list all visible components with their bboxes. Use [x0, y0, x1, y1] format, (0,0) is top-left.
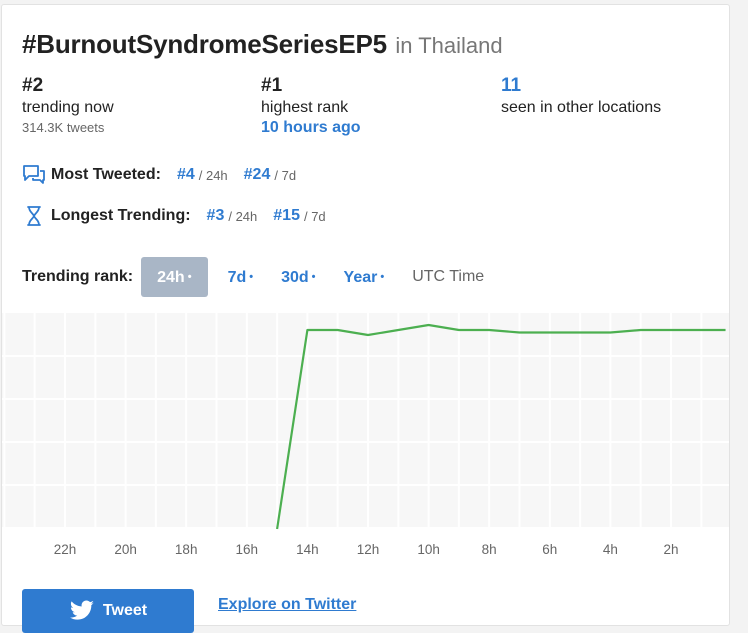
most-tweeted-row: Most Tweeted: #4 / 24h #24 / 7d: [22, 163, 312, 187]
hourglass-icon: [27, 206, 41, 226]
timezone-label[interactable]: UTC Time: [412, 268, 485, 285]
range-7d-button[interactable]: 7d •: [227, 269, 254, 286]
range-label: Trending rank:: [22, 268, 134, 285]
range-selector: Trending rank: 24h • 7d • 30d • Year • UTC T…: [22, 257, 484, 297]
most-tweeted-rank-7d[interactable]: #24: [243, 166, 271, 183]
chat-bubbles-icon: [23, 165, 45, 184]
stat-sub-link[interactable]: 10 hours ago: [261, 119, 361, 136]
stat-sub: 314.3K tweets: [22, 120, 105, 135]
hashtag-title[interactable]: #BurnoutSyndromeSeriesEP5: [22, 29, 387, 59]
chart-x-tick-label: 4h: [603, 542, 618, 557]
chart-x-tick-label: 6h: [542, 542, 557, 557]
stat-label: trending now: [22, 99, 114, 116]
period-label: / 24h: [228, 208, 258, 224]
chart-x-tick-label: 12h: [357, 542, 380, 557]
chart-x-tick-label: 22h: [54, 542, 77, 557]
chart-x-tick-label: 2h: [663, 542, 678, 557]
twitter-bird-icon: [69, 600, 94, 620]
chart-x-tick-label: 20h: [114, 542, 137, 557]
period-label: / 24h: [198, 167, 228, 183]
chart-x-tick-label: 10h: [417, 542, 440, 557]
tweet-button-label: Tweet: [102, 602, 148, 619]
chart-x-tick-label: 16h: [236, 542, 259, 557]
location-text: in Thailand: [395, 33, 503, 58]
tweet-button[interactable]: Tweet: [22, 589, 194, 633]
stat-highest-rank: #1 highest rank 10 hours ago: [261, 75, 361, 137]
longest-trending-rank-7d[interactable]: #15: [273, 207, 300, 224]
longest-trending-rank-24h[interactable]: #3: [206, 207, 225, 224]
longest-trending-label: Longest Trending:: [51, 207, 191, 224]
longest-trending-row: Longest Trending: #3 / 24h #15 / 7d: [22, 204, 342, 228]
range-year-button[interactable]: Year •: [343, 269, 385, 286]
stat-value[interactable]: 11: [501, 75, 522, 96]
chart-x-tick-label: 18h: [175, 542, 198, 557]
trend-card: #BurnoutSyndromeSeriesEP5 in Thailand #2…: [1, 4, 730, 633]
stat-other-locations[interactable]: 11 seen in other locations: [501, 75, 661, 118]
period-label: / 7d: [274, 167, 297, 183]
trending-rank-chart: 22h 20h 18h 16h 14h 12h 10h 8h 6h 4h 2h: [2, 313, 729, 557]
chart-series-line: [276, 323, 726, 530]
stat-label: seen in other locations: [501, 99, 662, 116]
period-label: / 7d: [303, 208, 326, 224]
stat-value: #1: [261, 75, 283, 96]
most-tweeted-label: Most Tweeted:: [51, 166, 161, 183]
trend-title: #BurnoutSyndromeSeriesEP5 in Thailand: [22, 29, 503, 60]
range-30d-button[interactable]: 30d •: [281, 269, 316, 286]
chart-x-tick-label: 8h: [482, 542, 497, 557]
chart-plot-area: [2, 313, 729, 527]
explore-on-twitter-link[interactable]: Explore on Twitter: [218, 596, 357, 613]
range-24h-button[interactable]: 24h •: [141, 257, 208, 297]
stat-trending-now: #2 trending now 314.3K tweets: [22, 75, 114, 137]
stat-value: #2: [22, 75, 44, 96]
chart-x-tick-label: 14h: [296, 542, 319, 557]
stat-label: highest rank: [261, 99, 349, 116]
most-tweeted-rank-24h[interactable]: #4: [176, 166, 195, 183]
